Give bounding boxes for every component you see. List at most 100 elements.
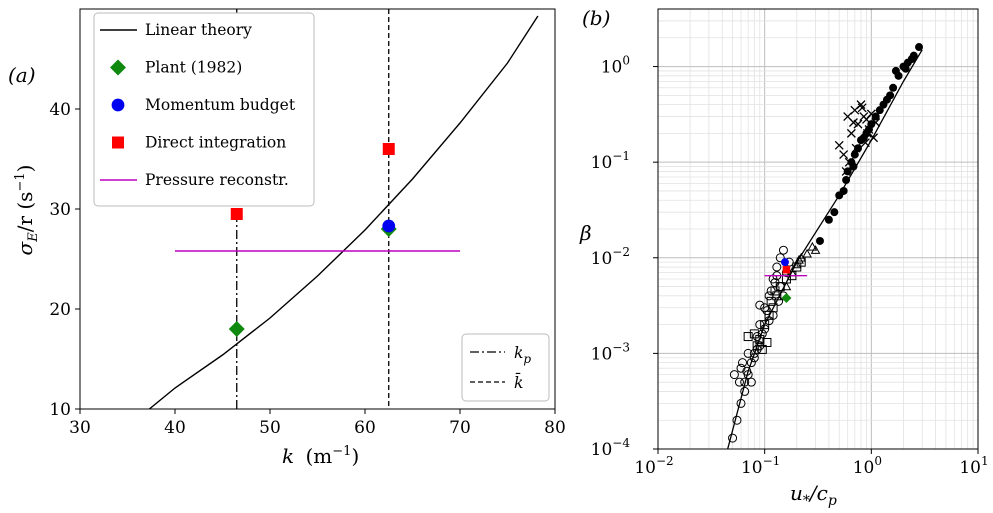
y-tick-label: 20	[49, 300, 71, 320]
panel-b-xlabel-rest: /c	[808, 481, 828, 505]
open-circle-point	[755, 300, 765, 310]
x-tick-label: 40	[164, 418, 186, 438]
open-square-point	[766, 296, 776, 306]
filled-circle-point	[907, 54, 916, 63]
panel-a-xlabel-main: k	[282, 444, 294, 468]
filled-circle-point	[854, 144, 863, 153]
direct-integration-point	[382, 143, 395, 155]
legend-box	[93, 12, 315, 207]
y-tick-label: 10	[49, 400, 71, 420]
x-tick-label: 10−1	[741, 454, 780, 478]
square-point	[782, 265, 791, 274]
y-tick-label: 10−2	[591, 245, 630, 269]
open-circle-point	[752, 332, 762, 342]
panel-b-xlabel-main: u	[790, 481, 803, 505]
x-tick-label: 10−2	[634, 454, 673, 478]
open-triangle-point	[802, 248, 812, 258]
panel-a-ylabel-sub: E	[26, 232, 41, 243]
x-tick-label: 70	[449, 418, 471, 438]
legend-label-linear-theory: Linear theory	[145, 21, 252, 39]
open-square-point	[757, 344, 767, 354]
panel-a-chart: (a) 30 40 50 60 70 80 10 20 30 40 Linear theory Pl…	[8, 8, 566, 468]
open-square-point	[755, 334, 765, 344]
filled-circle-point	[891, 66, 900, 75]
filled-circle-point	[889, 83, 898, 92]
x-tick-label: 50	[259, 418, 281, 438]
cross-point	[851, 143, 861, 153]
filled-circle-point	[830, 208, 839, 217]
cross-point	[846, 128, 856, 138]
circle-point	[780, 258, 789, 267]
open-circle-point	[762, 306, 772, 316]
panel-b-axes: 10−2 10−1 100 101 10−4 10−3 10−2 10−1 100	[591, 8, 989, 478]
panel-a-tag: (a)	[8, 63, 36, 87]
open-triangle-point	[791, 259, 802, 269]
y-tick-label: 100	[601, 54, 630, 78]
open-circle-point	[778, 245, 788, 255]
x-tick-label: 80	[544, 418, 566, 438]
legend-lines-box	[461, 333, 550, 402]
panel-a-ylabel-rest: /r (s	[13, 192, 37, 233]
filled-circle-point	[839, 186, 848, 195]
panel-b-xlabel-sub2: p	[828, 493, 837, 509]
filled-circle-point	[879, 100, 888, 109]
filled-circle-point	[815, 236, 824, 245]
open-circle-point	[743, 348, 753, 358]
panel-a-ylabel-exp: −1	[13, 172, 28, 191]
x-tick-label: 101	[959, 454, 988, 478]
open-circle-point	[746, 358, 756, 368]
filled-circle-point	[843, 167, 852, 176]
cross-point	[866, 109, 876, 119]
panel-b-xlabel-sub1: *	[803, 493, 810, 509]
y-tick-label: 10−3	[591, 340, 630, 364]
open-circle-point	[729, 370, 739, 380]
panel-a-xlabel-exp: −1	[332, 444, 351, 459]
filled-circle-point	[915, 43, 924, 52]
cross-point	[857, 103, 867, 113]
panel-a-plot-area	[148, 9, 539, 409]
filled-circle-point	[901, 64, 910, 73]
legend-swatch-circle	[111, 98, 125, 112]
cross-point	[844, 157, 854, 167]
x-tick-label: 30	[69, 418, 91, 438]
panel-a-axes: 30 40 50 60 70 80 10 20 30 40	[49, 8, 566, 438]
open-triangle-point	[794, 254, 804, 264]
diamond-point	[781, 292, 792, 303]
open-square-point	[762, 337, 772, 347]
cross-point	[863, 128, 872, 138]
legend-swatch-square	[112, 136, 124, 149]
cross-point	[841, 166, 851, 176]
y-tick-label: 40	[49, 100, 71, 120]
panel-b-grid	[658, 9, 978, 449]
fit-line	[727, 49, 923, 449]
open-square-point	[770, 286, 780, 296]
cross-point	[849, 118, 858, 127]
legend-label-pressure-reconstr: Pressure reconstr.	[145, 171, 289, 189]
panel-a-ylabel-sigma: σ	[13, 240, 37, 255]
open-square-point	[760, 320, 770, 330]
open-square-point	[743, 332, 753, 342]
open-square-point	[768, 303, 778, 313]
y-tick-label: 30	[49, 200, 71, 220]
open-circle-point	[734, 377, 744, 387]
filled-circle-point	[850, 150, 859, 159]
open-square-point	[749, 329, 759, 339]
plant-1982-point	[228, 321, 245, 337]
filled-circle-point	[824, 215, 833, 224]
panel-a-x-axis-label: k (m−1)	[282, 444, 359, 468]
cross-point	[856, 100, 866, 110]
open-circle-point	[746, 377, 756, 387]
direct-integration-point	[230, 208, 243, 220]
panel-b-frame	[657, 8, 979, 450]
panel-a-xlabel-unit: (m	[305, 444, 332, 468]
panel-b-x-axis-label: u*/cp	[790, 481, 837, 509]
open-circle-point	[775, 253, 785, 263]
legend-label-direct-integration: Direct integration	[145, 134, 286, 152]
panel-a-legend-lines: kp k̄	[461, 333, 550, 402]
cross-point	[834, 140, 844, 150]
legend-label-dashdot: kp	[514, 344, 531, 366]
cross-point	[839, 150, 849, 160]
legend-label-momentum-budget: Momentum budget	[145, 96, 296, 114]
